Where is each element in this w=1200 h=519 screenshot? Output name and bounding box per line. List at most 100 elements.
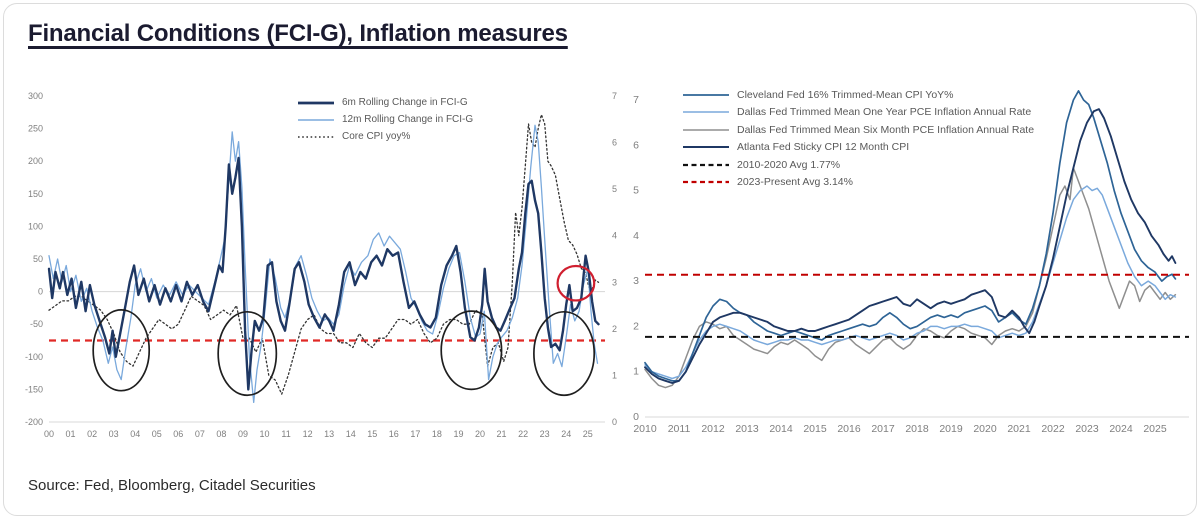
secondary-y-axis-tick-label: 1 — [612, 370, 617, 380]
x-axis-tick-label: 19 — [453, 429, 463, 439]
legend-label: Core CPI yoy% — [342, 131, 411, 142]
legend-item: 6m Rolling Change in FCI-G — [297, 94, 473, 111]
legend-label: 2010-2020 Avg 1.77% — [737, 158, 841, 171]
legend-item: 2010-2020 Avg 1.77% — [682, 156, 1034, 174]
y-axis-tick-label: 250 — [28, 124, 43, 134]
x-axis-tick-label: 13 — [324, 429, 334, 439]
x-axis-tick-label: 2025 — [1143, 423, 1167, 435]
secondary-y-axis-tick-label: 7 — [612, 91, 617, 101]
legend-label: Dallas Fed Trimmed Mean Six Month PCE In… — [737, 123, 1035, 136]
x-axis-tick-label: 21 — [497, 429, 507, 439]
legend-label: 2023-Present Avg 3.14% — [737, 176, 853, 189]
x-axis-tick-label: 2024 — [1109, 423, 1133, 435]
y-axis-tick-label: 1 — [633, 366, 639, 378]
legend-item: 2023-Present Avg 3.14% — [682, 174, 1034, 192]
x-axis-tick-label: 18 — [432, 429, 442, 439]
legend-swatch — [298, 135, 334, 138]
legend-swatch — [298, 118, 334, 121]
x-axis-tick-label: 2010 — [633, 423, 657, 435]
x-axis-tick-label: 11 — [281, 429, 290, 439]
y-axis-tick-label: -100 — [25, 352, 43, 362]
secondary-y-axis-tick-label: 6 — [612, 138, 617, 148]
x-axis-tick-label: 04 — [130, 429, 140, 439]
x-axis-tick-label: 15 — [367, 429, 377, 439]
annotation-ellipse — [92, 309, 151, 392]
x-axis-tick-label: 2015 — [803, 423, 827, 435]
x-axis-tick-label: 16 — [389, 429, 399, 439]
legend-label: Cleveland Fed 16% Trimmed-Mean CPI YoY% — [737, 88, 954, 101]
x-axis-tick-label: 06 — [173, 429, 183, 439]
x-axis-tick-label: 12 — [303, 429, 313, 439]
x-axis-tick-label: 2023 — [1075, 423, 1099, 435]
y-axis-tick-label: 7 — [633, 94, 639, 106]
x-axis-tick-label: 2022 — [1041, 423, 1065, 435]
inflation-chart-legend: Cleveland Fed 16% Trimmed-Mean CPI YoY% D… — [682, 86, 1034, 191]
legend-item: Dallas Fed Trimmed Mean Six Month PCE In… — [682, 121, 1034, 139]
annotation-ellipse — [556, 264, 596, 302]
x-axis-tick-label: 01 — [66, 429, 76, 439]
legend-swatch — [683, 128, 729, 131]
x-axis-tick-label: 20 — [475, 429, 485, 439]
source-note: Source: Fed, Bloomberg, Citadel Securiti… — [28, 477, 316, 494]
y-axis-tick-label: 300 — [28, 91, 43, 101]
legend-item: Dallas Fed Trimmed Mean One Year PCE Inf… — [682, 104, 1034, 122]
y-axis-tick-label: 3 — [633, 275, 639, 287]
x-axis-tick-label: 10 — [259, 429, 269, 439]
y-axis-tick-label: 5 — [633, 185, 639, 197]
x-axis-tick-label: 07 — [195, 429, 205, 439]
inflation-chart-panel: 7 6 5 4 3 2 1 0 2010 2011 2012 2013 2014 2015 2016 2017… — [620, 80, 1195, 455]
fci-chart-panel: 300 250 200 150 100 50 0 -50 -100 -150 -200 7 6 5 4 3 2 1… — [25, 80, 625, 455]
x-axis-tick-label: 2019 — [939, 423, 963, 435]
x-axis-tick-label: 24 — [561, 429, 571, 439]
legend-swatch — [683, 163, 729, 166]
chart-card — [3, 3, 1197, 516]
y-axis-tick-label: -200 — [25, 417, 43, 427]
y-axis-tick-label: -50 — [30, 319, 43, 329]
series-line — [644, 108, 1177, 384]
x-axis-tick-label: 14 — [346, 429, 356, 439]
x-axis-tick-label: 23 — [540, 429, 550, 439]
x-axis-tick-label: 25 — [583, 429, 593, 439]
legend-swatch — [683, 111, 729, 114]
y-axis-tick-label: 6 — [633, 139, 639, 151]
x-axis-tick-label: 09 — [238, 429, 248, 439]
legend-label: 12m Rolling Change in FCI-G — [342, 114, 474, 125]
secondary-y-axis-tick-label: 4 — [612, 231, 617, 241]
x-axis-tick-label: 02 — [87, 429, 97, 439]
secondary-y-axis-tick-label: 2 — [612, 324, 617, 334]
x-axis-tick-label: 2021 — [1007, 423, 1031, 435]
y-axis-tick-label: 0 — [38, 287, 43, 297]
x-axis-tick-label: 2016 — [837, 423, 861, 435]
legend-item: Atlanta Fed Sticky CPI 12 Month CPI — [682, 139, 1034, 157]
y-axis-tick-label: 0 — [633, 411, 639, 423]
x-axis-tick-label: 05 — [152, 429, 162, 439]
x-axis-tick-label: 03 — [109, 429, 119, 439]
fci-chart-plot: 300250200150100500-50-100-150-2007654321… — [25, 91, 617, 439]
x-axis-tick-label: 2017 — [871, 423, 895, 435]
legend-swatch — [683, 181, 729, 184]
annotation-ellipse — [533, 310, 596, 397]
series-line — [644, 185, 1177, 380]
legend-swatch — [683, 93, 729, 96]
y-axis-tick-label: 50 — [33, 254, 43, 264]
x-axis-tick-label: 2011 — [668, 423, 691, 435]
secondary-y-axis-tick-label: 3 — [612, 277, 617, 287]
legend-item: Core CPI yoy% — [297, 128, 473, 145]
legend-label: Atlanta Fed Sticky CPI 12 Month CPI — [737, 141, 910, 154]
y-axis-tick-label: -150 — [25, 384, 43, 394]
secondary-y-axis-tick-label: 5 — [612, 184, 617, 194]
legend-label: Dallas Fed Trimmed Mean One Year PCE Inf… — [737, 106, 1032, 119]
x-axis-tick-label: 08 — [216, 429, 226, 439]
x-axis-tick-label: 2013 — [735, 423, 759, 435]
legend-item: 12m Rolling Change in FCI-G — [297, 111, 473, 128]
legend-swatch — [298, 101, 334, 104]
annotation-ellipse — [217, 310, 278, 397]
secondary-y-axis-tick-label: 0 — [612, 417, 617, 427]
x-axis-tick-label: 2018 — [905, 423, 929, 435]
y-axis-tick-label: 150 — [28, 189, 43, 199]
series-line — [47, 156, 600, 391]
y-axis-tick-label: 2 — [633, 320, 639, 332]
page-title: Financial Conditions (FCI-G), Inflation … — [28, 20, 568, 47]
legend-item: Cleveland Fed 16% Trimmed-Mean CPI YoY% — [682, 86, 1034, 104]
x-axis-tick-label: 2012 — [701, 423, 725, 435]
